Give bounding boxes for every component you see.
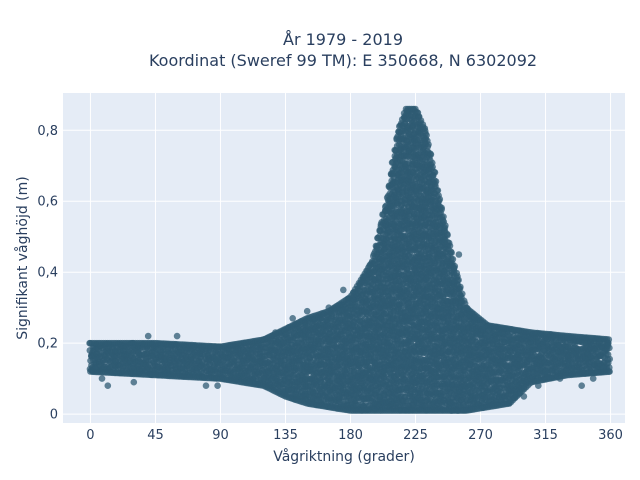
data-point [447,248,455,256]
data-point [436,195,444,203]
data-point [430,168,438,176]
data-points [86,105,613,414]
data-point [421,125,429,132]
data-point [434,187,442,194]
data-point [451,262,459,270]
data-point [425,141,432,148]
data-point [449,255,457,263]
data-point [438,204,446,212]
data-point [444,230,451,238]
data-point [442,222,449,229]
data-point [423,131,430,139]
data-point [429,159,436,167]
data-point [427,150,434,157]
data-point [432,178,440,185]
data-point [445,239,453,247]
data-point [440,213,447,220]
data-point [453,269,461,277]
